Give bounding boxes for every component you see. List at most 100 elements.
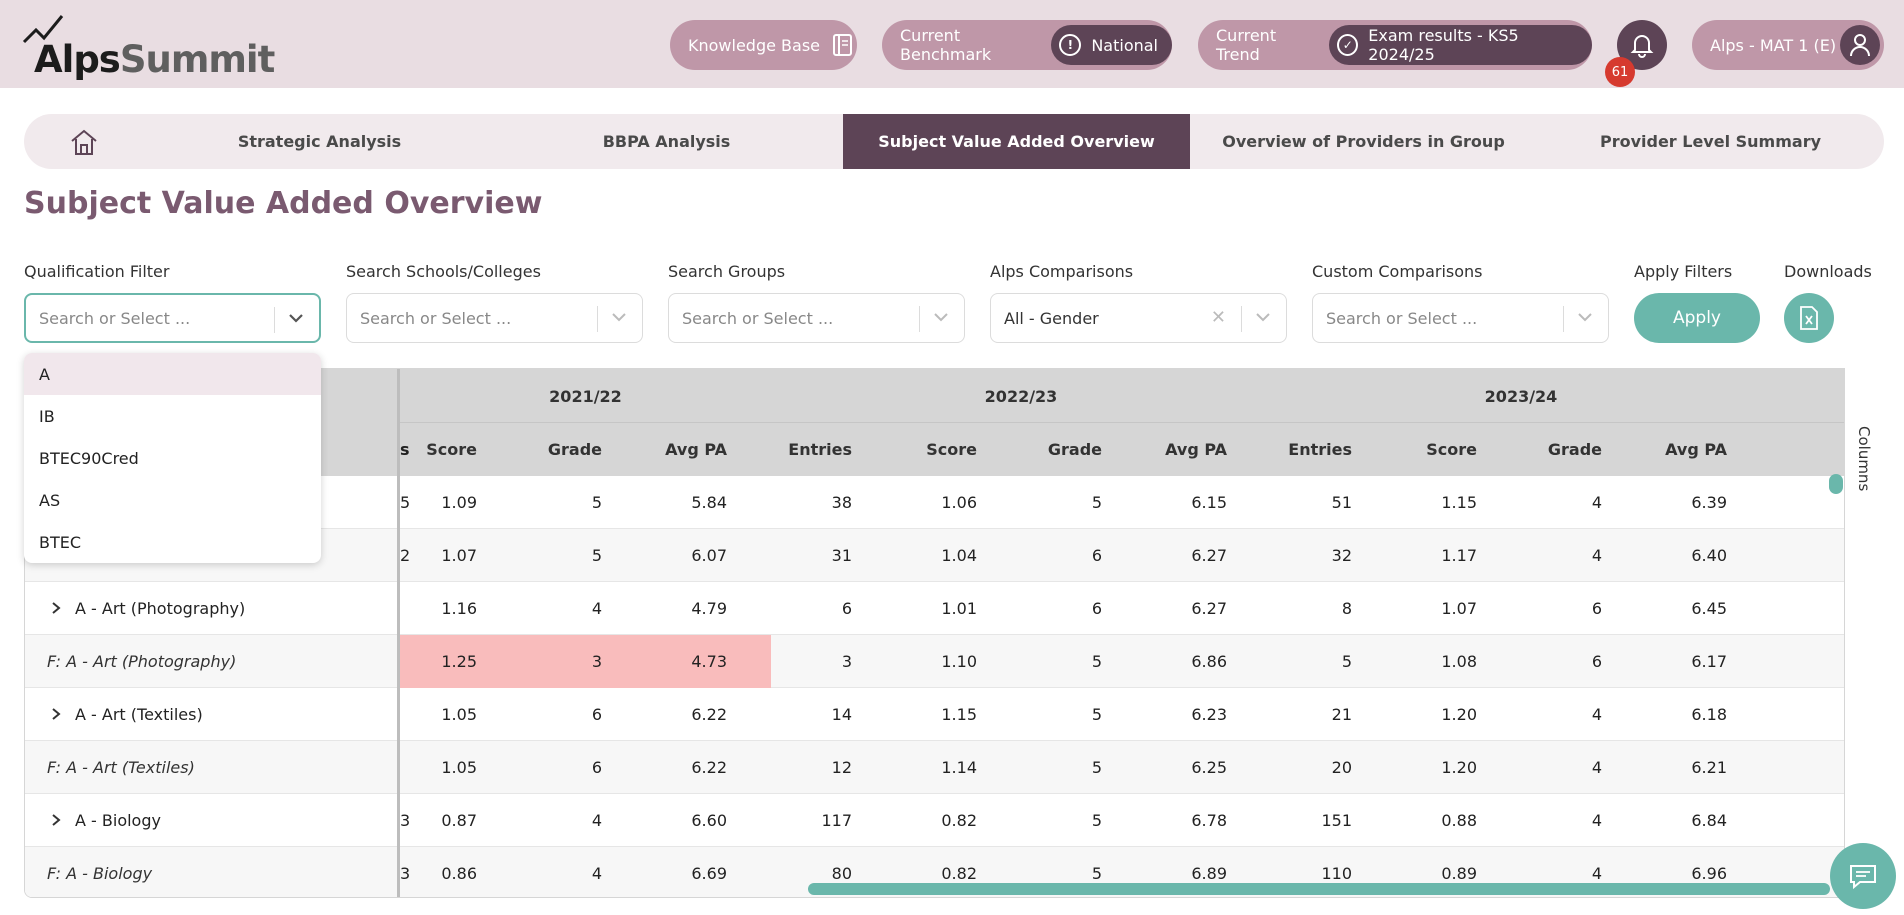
tab-provider-level-summary[interactable]: Provider Level Summary xyxy=(1599,132,1822,151)
child-row-label[interactable]: F: A - Biology xyxy=(25,847,397,897)
dropdown-option[interactable]: BTEC xyxy=(39,532,82,552)
table-row: 5 1.09 5 5.84 38 1.06 5 6.15 51 1.15 4 6.39 xyxy=(400,476,1854,529)
alps-comparisons-value: All - Gender xyxy=(1004,308,1099,328)
trend-label: Current Trend xyxy=(1216,26,1277,64)
table-cell: 80 xyxy=(831,864,852,883)
dropdown-option[interactable]: BTEC90Cred xyxy=(39,448,139,468)
schools-filter-label: Search Schools/Colleges xyxy=(346,262,541,281)
table-cell: 0.82 xyxy=(941,864,977,883)
column-header-avg-pa[interactable]: Avg PA xyxy=(1165,440,1227,459)
chevron-down-icon[interactable] xyxy=(285,307,307,329)
column-header-grade[interactable]: Grade xyxy=(547,440,602,459)
dropdown-option[interactable]: AS xyxy=(39,490,61,510)
table-cell: 1.20 xyxy=(1441,758,1477,777)
book-icon xyxy=(833,34,852,56)
knowledge-base-label: Knowledge Base xyxy=(688,35,820,55)
chevron-down-icon[interactable] xyxy=(1252,306,1274,328)
column-header-entries[interactable]: Entries xyxy=(788,440,852,459)
column-header-avg-pa[interactable]: Avg PA xyxy=(1665,440,1727,459)
check-circle-icon: ✓ xyxy=(1337,34,1359,56)
groups-filter-label: Search Groups xyxy=(668,262,786,281)
chevron-down-icon[interactable] xyxy=(930,306,952,328)
alps-summit-logo[interactable]: AlpsSummit xyxy=(22,12,275,81)
column-header-avg-pa[interactable]: Avg PA xyxy=(665,440,727,459)
table-cell: 6.21 xyxy=(1691,758,1727,777)
table-cell: 1.07 xyxy=(441,546,477,565)
clear-icon[interactable]: ✕ xyxy=(1210,307,1226,328)
column-header-score[interactable]: Score xyxy=(426,440,477,459)
vertical-scrollbar[interactable] xyxy=(1829,474,1843,494)
tab-overview-of-providers[interactable]: Overview of Providers in Group xyxy=(1222,132,1505,151)
table-cell: 5 xyxy=(1091,493,1102,512)
benchmark-selector[interactable]: Current Benchmark ! National xyxy=(882,20,1172,70)
user-menu-button[interactable]: Alps - MAT 1 (E) xyxy=(1692,20,1884,70)
table-cell: 1.14 xyxy=(941,758,977,777)
column-header-grade[interactable]: Grade xyxy=(1047,440,1102,459)
custom-placeholder: Search or Select ... xyxy=(1326,308,1478,328)
column-header-grade[interactable]: Grade xyxy=(1547,440,1602,459)
table-cell: 38 xyxy=(831,493,852,512)
schools-filter-select[interactable]: Search or Select ... xyxy=(346,293,643,343)
row-name: F: A - Biology xyxy=(47,863,153,883)
table-cell: 6.96 xyxy=(1691,864,1727,883)
schools-placeholder: Search or Select ... xyxy=(360,308,512,328)
column-header-score[interactable]: Score xyxy=(926,440,977,459)
table-cell: 6.18 xyxy=(1691,705,1727,724)
column-header-score[interactable]: Score xyxy=(1426,440,1477,459)
tab-bbpa-analysis[interactable]: BBPA Analysis xyxy=(602,132,731,151)
columns-panel-label: Columns xyxy=(1855,426,1873,492)
custom-comparisons-select[interactable]: Search or Select ... xyxy=(1312,293,1609,343)
child-row-label[interactable]: F: A - Art (Photography) xyxy=(25,635,397,688)
downloads-label: Downloads xyxy=(1784,262,1872,281)
table-cell: 6.15 xyxy=(1191,493,1227,512)
table-cell: 1.20 xyxy=(1441,705,1477,724)
info-alert-icon: ! xyxy=(1059,34,1082,56)
chevron-down-icon[interactable] xyxy=(1574,306,1596,328)
column-header-entries[interactable]: Entries xyxy=(1288,440,1352,459)
avatar xyxy=(1840,25,1880,65)
column-header-partial: s xyxy=(400,440,410,459)
table-cell: 21 xyxy=(1331,705,1352,724)
table-cell: 5.84 xyxy=(691,493,727,512)
row-name: F: A - Art (Textiles) xyxy=(47,757,195,777)
child-row-label[interactable]: F: A - Art (Textiles) xyxy=(25,741,397,794)
custom-comparisons-label: Custom Comparisons xyxy=(1312,262,1483,281)
knowledge-base-button[interactable]: Knowledge Base xyxy=(670,20,857,70)
qualification-filter-select[interactable]: Search or Select ... xyxy=(24,293,321,343)
chat-button[interactable] xyxy=(1830,843,1896,909)
row-name: A - Art (Textiles) xyxy=(75,704,203,724)
table-cell: 4 xyxy=(591,864,602,883)
apply-filters-label: Apply Filters xyxy=(1634,262,1733,281)
trend-selector[interactable]: Current Trend ✓ Exam results - KS5 2024/… xyxy=(1198,20,1592,70)
table-row: 1.25 3 4.73 3 1.10 5 6.86 5 1.08 6 6.17 xyxy=(400,635,1854,688)
groups-filter-select[interactable]: Search or Select ... xyxy=(668,293,965,343)
columns-side-panel[interactable]: Columns xyxy=(1844,368,1884,898)
chevron-down-icon[interactable] xyxy=(608,306,630,328)
apply-button[interactable]: Apply xyxy=(1634,293,1760,343)
chevron-right-icon[interactable] xyxy=(49,813,63,827)
tab-strategic-analysis[interactable]: Strategic Analysis xyxy=(237,132,402,151)
table-cell: 5 xyxy=(1091,864,1102,883)
dropdown-option[interactable]: IB xyxy=(39,406,55,426)
dropdown-option[interactable]: A xyxy=(24,353,321,395)
table-cell: 1.10 xyxy=(941,652,977,671)
download-excel-button[interactable] xyxy=(1784,293,1834,343)
horizontal-scrollbar[interactable] xyxy=(808,883,1830,895)
table-cell: 5 xyxy=(1341,652,1352,671)
home-icon[interactable] xyxy=(69,128,99,156)
partial-cell: 5 xyxy=(400,493,411,512)
table-cell: 6.22 xyxy=(691,705,727,724)
qualification-placeholder: Search or Select ... xyxy=(39,308,191,328)
tab-subject-value-added-overview[interactable]: Subject Value Added Overview xyxy=(843,114,1190,169)
logo-summit-text: Summit xyxy=(119,38,275,81)
grid-scroll-area[interactable]: 2021/22 2022/23 2023/24 s Score Grade Av… xyxy=(400,369,1854,897)
table-cell: 4 xyxy=(591,599,602,618)
table-cell: 31 xyxy=(831,546,852,565)
parent-row-label[interactable]: A - Art (Photography) xyxy=(25,582,397,635)
parent-row-label[interactable]: A - Art (Textiles) xyxy=(25,688,397,741)
parent-row-label[interactable]: A - Biology xyxy=(25,794,397,847)
row-name: F: A - Art (Photography) xyxy=(47,651,237,671)
chevron-right-icon[interactable] xyxy=(49,601,63,615)
alps-comparisons-select[interactable]: All - Gender ✕ xyxy=(990,293,1287,343)
chevron-right-icon[interactable] xyxy=(49,707,63,721)
